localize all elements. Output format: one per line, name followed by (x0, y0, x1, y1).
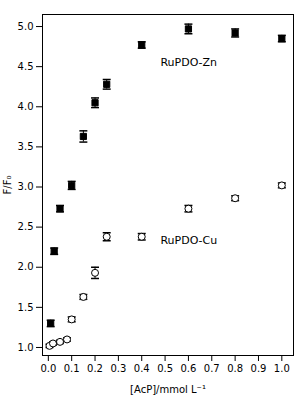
svg-text:0.0: 0.0 (40, 363, 56, 374)
svg-text:0.7: 0.7 (204, 363, 220, 374)
svg-text:1.5: 1.5 (18, 302, 34, 313)
svg-text:2.5: 2.5 (18, 221, 34, 232)
svg-text:4.0: 4.0 (18, 101, 34, 112)
svg-text:1.0: 1.0 (18, 342, 34, 353)
svg-text:0.3: 0.3 (110, 363, 126, 374)
svg-text:4.5: 4.5 (18, 61, 34, 72)
svg-text:2.0: 2.0 (18, 261, 34, 272)
svg-text:[AcP]/mmol L⁻¹: [AcP]/mmol L⁻¹ (130, 384, 206, 395)
svg-text:0.6: 0.6 (180, 363, 196, 374)
svg-text:RuPDO-Zn: RuPDO-Zn (160, 56, 217, 69)
svg-text:0.1: 0.1 (64, 363, 80, 374)
svg-text:0.8: 0.8 (227, 363, 243, 374)
svg-text:0.4: 0.4 (134, 363, 150, 374)
svg-text:RuPDO-Cu: RuPDO-Cu (160, 234, 217, 247)
svg-text:0.9: 0.9 (251, 363, 267, 374)
svg-text:F/F₀: F/F₀ (2, 176, 13, 195)
svg-text:3.0: 3.0 (18, 181, 34, 192)
svg-text:5.0: 5.0 (18, 21, 34, 32)
svg-text:1.0: 1.0 (274, 363, 290, 374)
svg-text:0.2: 0.2 (87, 363, 103, 374)
svg-text:0.5: 0.5 (157, 363, 173, 374)
svg-text:3.5: 3.5 (18, 141, 34, 152)
